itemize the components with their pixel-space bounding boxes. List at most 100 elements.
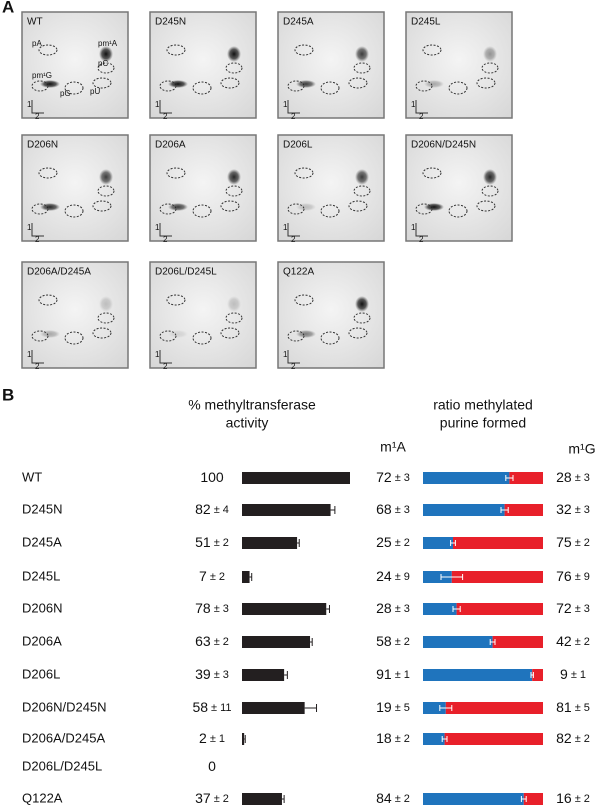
pm-sign: ±	[575, 636, 581, 648]
spot	[296, 330, 316, 338]
m1g-bar	[504, 504, 543, 516]
error-bar	[439, 705, 453, 711]
spot-outline	[38, 294, 58, 306]
error-bar	[500, 507, 509, 513]
error-bar	[489, 639, 496, 645]
axis-arrow	[159, 100, 172, 114]
value-label: 16 ±2	[556, 790, 590, 806]
value-label: 18 ±2	[376, 730, 410, 746]
pm-sign: ±	[575, 793, 581, 805]
value: 58	[192, 699, 208, 715]
pm-sign: ±	[575, 733, 581, 745]
error-bar	[281, 795, 285, 803]
value-label: 72 ±3	[556, 600, 590, 616]
axis-arrow	[287, 223, 300, 237]
activity-bar	[242, 793, 282, 805]
axis-label: 2	[291, 362, 296, 371]
panel-name: D245A	[283, 17, 314, 28]
column-label: m¹G	[568, 441, 595, 457]
error: 2	[223, 537, 229, 549]
value-label: 25 ±2	[376, 534, 410, 550]
spot-outline	[192, 331, 212, 345]
pm-sign: ±	[211, 702, 217, 714]
value-label: 68 ±3	[376, 501, 410, 517]
spot-outline	[64, 81, 84, 95]
axis-arrow	[287, 100, 300, 114]
tlc-panel	[277, 134, 385, 242]
error: 3	[223, 669, 229, 681]
row-name: D206L/D245L	[22, 758, 102, 773]
value-label: 9 ±1	[560, 666, 586, 682]
error-bar	[310, 638, 313, 646]
spot-outline	[225, 62, 243, 74]
axis-label: 2	[419, 235, 424, 244]
error: 9	[404, 571, 410, 583]
error: 3	[584, 603, 590, 615]
value-label: 91 ±1	[376, 666, 410, 682]
pm-sign: ±	[214, 793, 220, 805]
spot-outline	[422, 167, 442, 179]
value: 25	[376, 534, 392, 550]
value: 32	[556, 501, 572, 517]
axis-label: 1	[27, 223, 32, 232]
spot	[296, 80, 316, 88]
error: 3	[223, 603, 229, 615]
error-bar	[440, 574, 464, 580]
error: 2	[404, 636, 410, 648]
axis-arrow	[287, 350, 300, 364]
m1g-bar	[444, 733, 543, 745]
spot-outline	[166, 294, 186, 306]
tlc-panel	[21, 261, 129, 369]
axis-arrow	[31, 350, 44, 364]
error: 1	[219, 733, 225, 745]
tlc-panel	[21, 134, 129, 242]
spot-outline	[481, 185, 499, 197]
spot	[424, 203, 444, 211]
panel-name: D206L	[283, 140, 313, 151]
value: 100	[200, 469, 224, 485]
m1a-bar	[423, 571, 452, 583]
value-label: 24 ±9	[376, 568, 410, 584]
tlc-panel	[405, 134, 513, 242]
activity-bar	[242, 472, 350, 484]
value: 28	[376, 600, 392, 616]
spot-outline	[353, 185, 371, 197]
spot	[168, 330, 188, 338]
axis-label: 1	[283, 223, 288, 232]
m1a-bar	[423, 603, 457, 615]
spot-outline	[166, 44, 186, 56]
header: activity	[226, 415, 269, 431]
error-bar	[297, 539, 300, 547]
spot	[99, 296, 113, 312]
spot-outline	[348, 327, 368, 339]
value: 75	[556, 534, 572, 550]
spot	[355, 169, 369, 185]
error: 5	[404, 702, 410, 714]
activity-bar	[242, 504, 331, 516]
axis-label: 1	[27, 350, 32, 359]
spot	[99, 46, 113, 62]
axis-label: 2	[35, 112, 40, 121]
value-label: 82 ±4	[195, 501, 229, 517]
value: 81	[556, 699, 572, 715]
spot-outline	[220, 77, 240, 89]
spot-outline	[38, 167, 58, 179]
spot-outline	[348, 200, 368, 212]
axis-label: 2	[163, 362, 168, 371]
m1g-bar	[451, 571, 543, 583]
spot	[483, 169, 497, 185]
value-label: 28 ±3	[376, 600, 410, 616]
pm-sign: ±	[214, 537, 220, 549]
error: 2	[584, 636, 590, 648]
spot-outline	[64, 204, 84, 218]
tlc-panel	[405, 11, 513, 119]
spot-outline	[166, 167, 186, 179]
value-label: 0	[208, 758, 216, 774]
value-label: 81 ±5	[556, 699, 590, 715]
value: 51	[195, 534, 211, 550]
activity-bar	[242, 537, 298, 549]
tlc-panel	[21, 11, 129, 119]
m1a-bar	[423, 733, 445, 745]
value: 42	[556, 633, 572, 649]
